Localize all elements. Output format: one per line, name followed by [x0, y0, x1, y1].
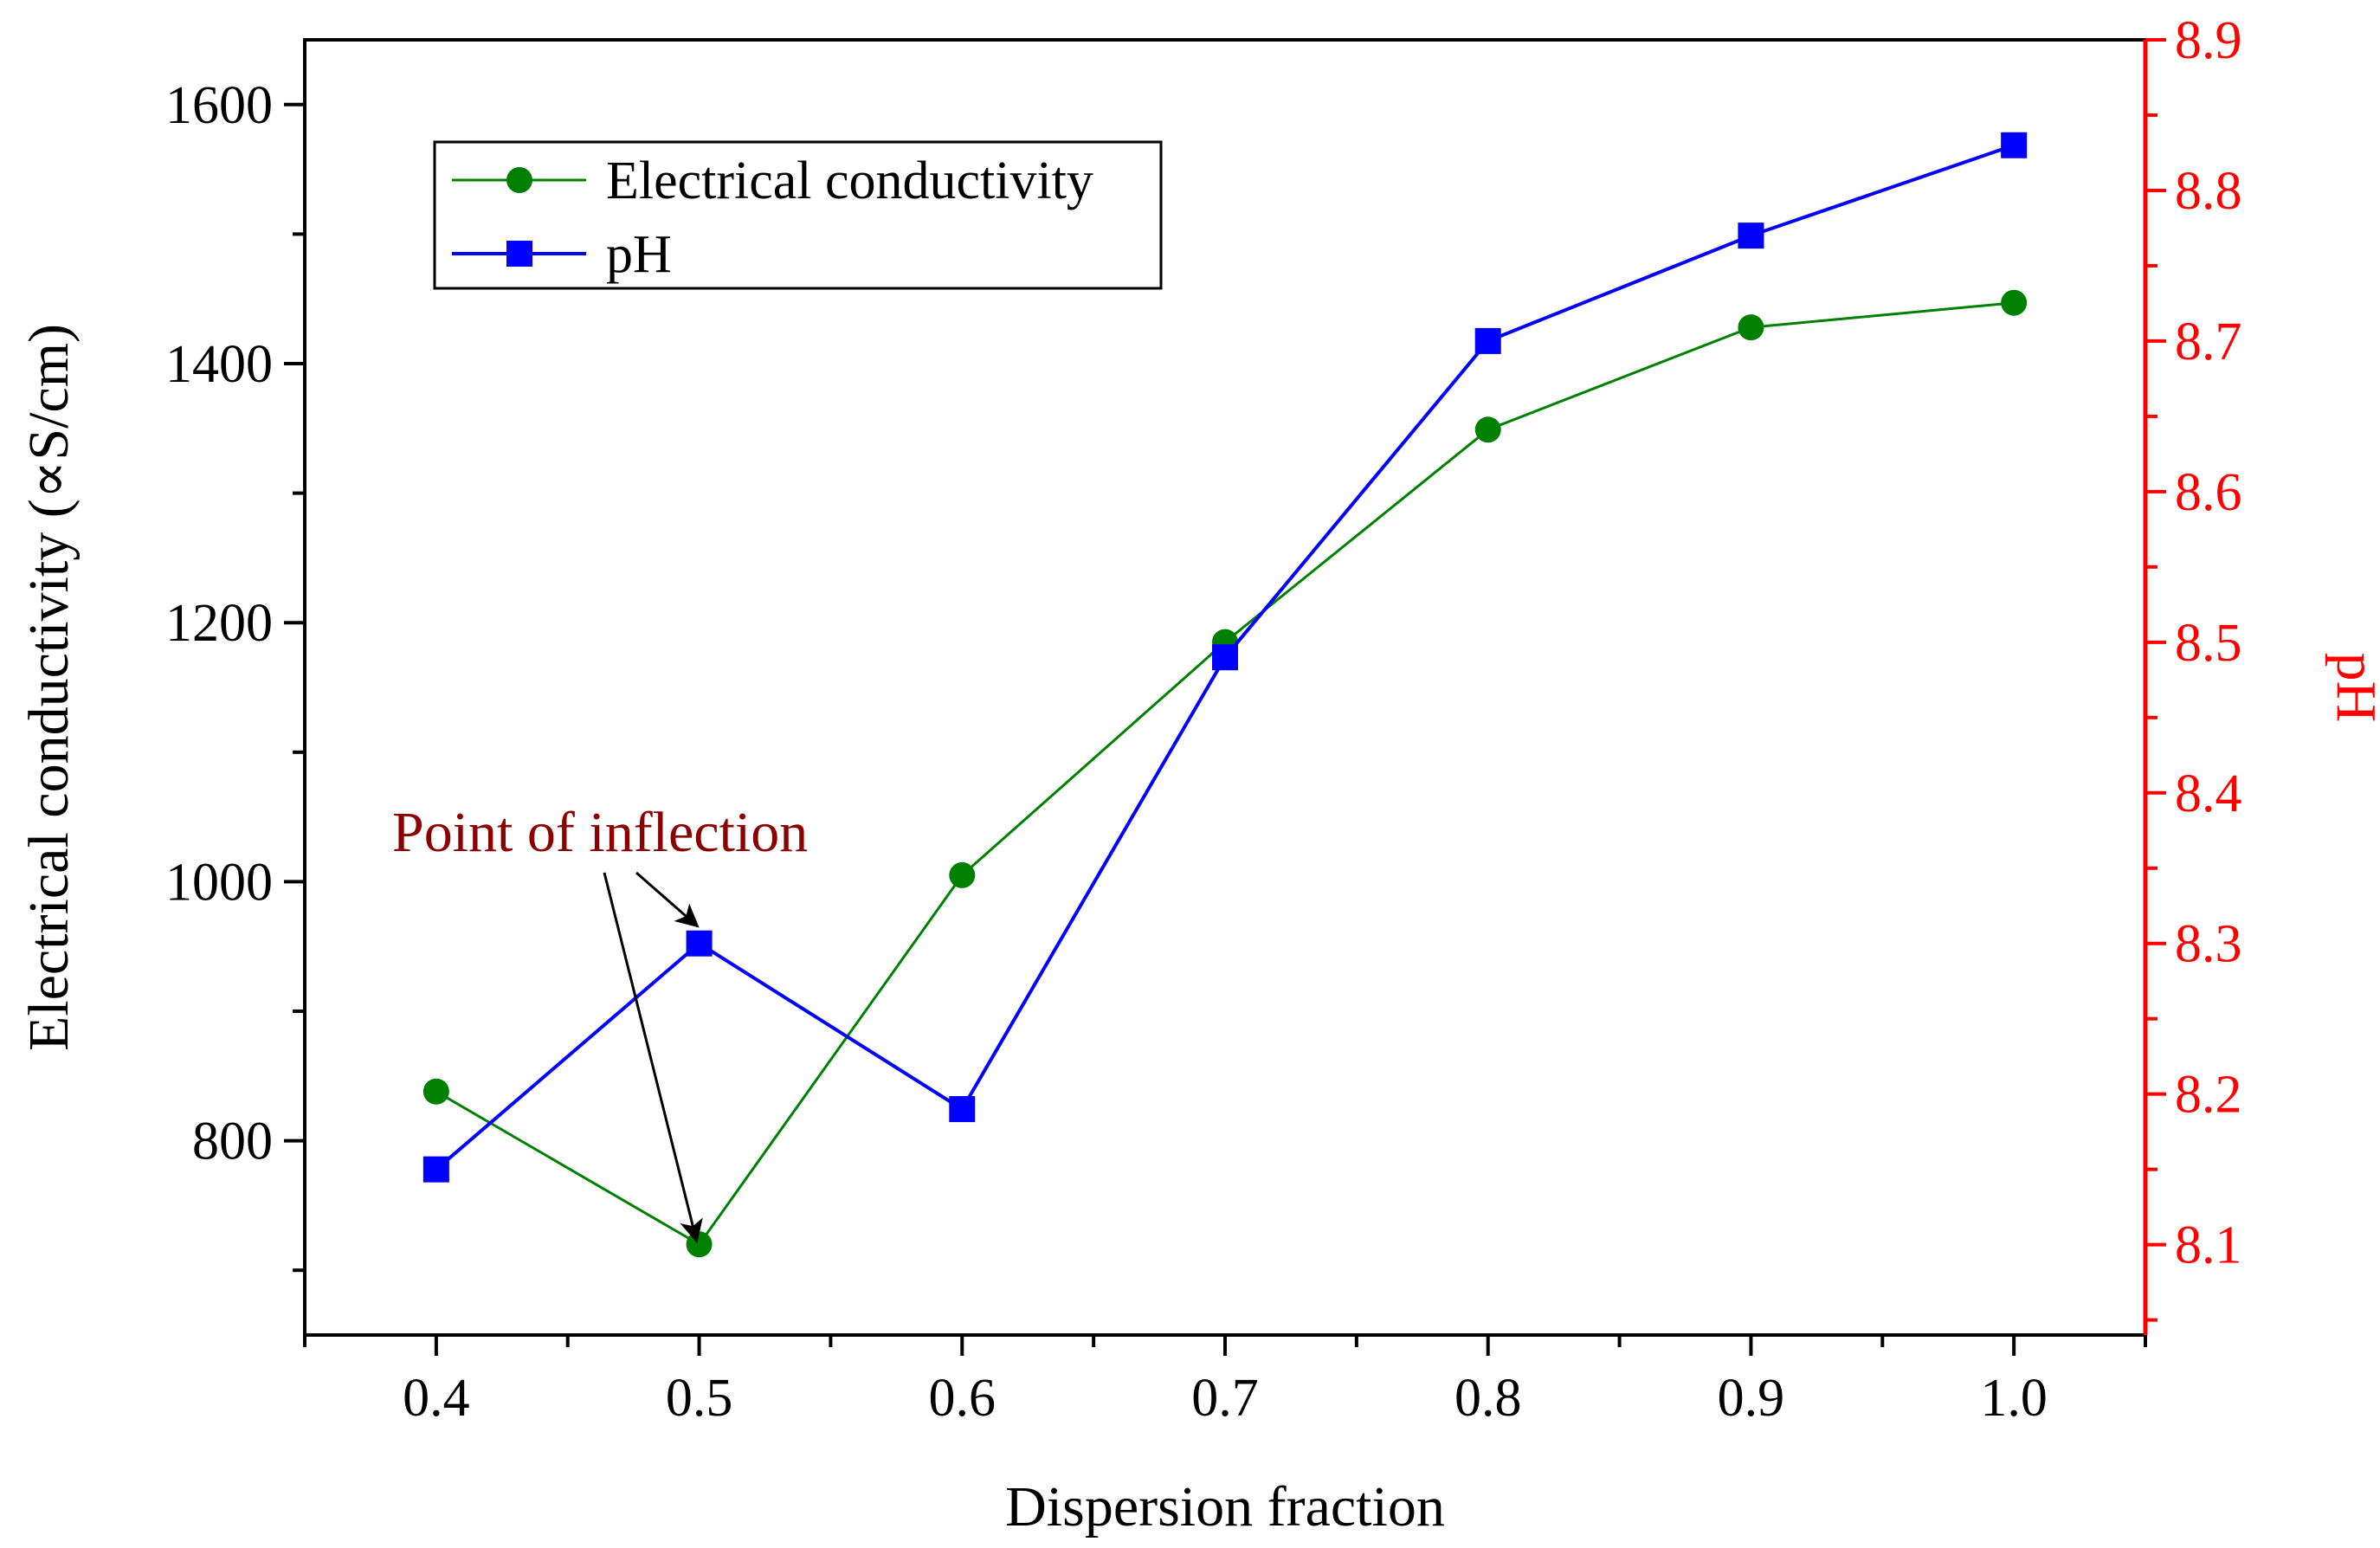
ec-point — [2001, 289, 2028, 316]
y2-tick-label: 8.1 — [2175, 1216, 2242, 1275]
ec-point — [422, 1078, 449, 1105]
y2-tick-label: 8.9 — [2175, 11, 2242, 70]
ph-point — [686, 930, 713, 957]
series-line-ec — [435, 301, 2015, 1247]
y2-tick-label: 8.5 — [2175, 614, 2242, 673]
ec-point — [949, 861, 976, 888]
x-tick-label: 0.4 — [403, 1369, 470, 1428]
ec-point — [1474, 416, 1501, 443]
ph-point — [1738, 223, 1764, 249]
legend-box — [433, 140, 1163, 290]
ph-point — [422, 1156, 449, 1183]
x-tick-label: 0.5 — [666, 1369, 733, 1428]
ec-point — [1738, 314, 1764, 341]
annotation-text: Point of inflection — [392, 801, 808, 864]
y-tick-label: 800 — [192, 1113, 273, 1171]
ph-point — [1212, 644, 1238, 671]
y2-tick-label: 8.7 — [2175, 313, 2242, 371]
y-tick-label: 1000 — [165, 853, 273, 912]
x-tick-label: 1.0 — [1980, 1369, 2048, 1428]
y2-tick-label: 8.3 — [2175, 915, 2242, 974]
x-tick-label: 0.7 — [1191, 1369, 1259, 1428]
y-tick-label: 1400 — [165, 335, 273, 394]
annotation-arrow-ph — [635, 871, 700, 928]
y-tick-label: 1200 — [165, 594, 273, 653]
annotation-arrow-ec — [603, 872, 703, 1243]
ec-point — [686, 1231, 713, 1258]
y2-tick-label: 8.6 — [2175, 463, 2242, 522]
y2-axis-label: pH — [2325, 653, 2380, 723]
x-tick-label: 0.9 — [1718, 1369, 1785, 1428]
legend-ec-label: Electrical conductivity — [606, 152, 1093, 210]
legend-ec-marker — [506, 167, 532, 193]
y2-tick-label: 8.2 — [2175, 1066, 2242, 1125]
x-axis-label: Dispersion fraction — [1005, 1475, 1445, 1538]
y2-tick-label: 8.8 — [2175, 162, 2242, 221]
legend-ph-label: pH — [606, 225, 672, 284]
x-tick-label: 0.8 — [1454, 1369, 1522, 1428]
ph-point — [949, 1096, 976, 1123]
ph-point — [2001, 132, 2028, 158]
y2-tick-label: 8.4 — [2175, 764, 2242, 823]
y-axis-label: Electrical conductivity (∝S/cm) — [17, 324, 81, 1051]
legend-ph-marker — [506, 241, 532, 267]
ph-point — [1474, 327, 1501, 354]
x-tick-label: 0.6 — [929, 1369, 997, 1428]
y-tick-label: 1600 — [165, 76, 273, 135]
